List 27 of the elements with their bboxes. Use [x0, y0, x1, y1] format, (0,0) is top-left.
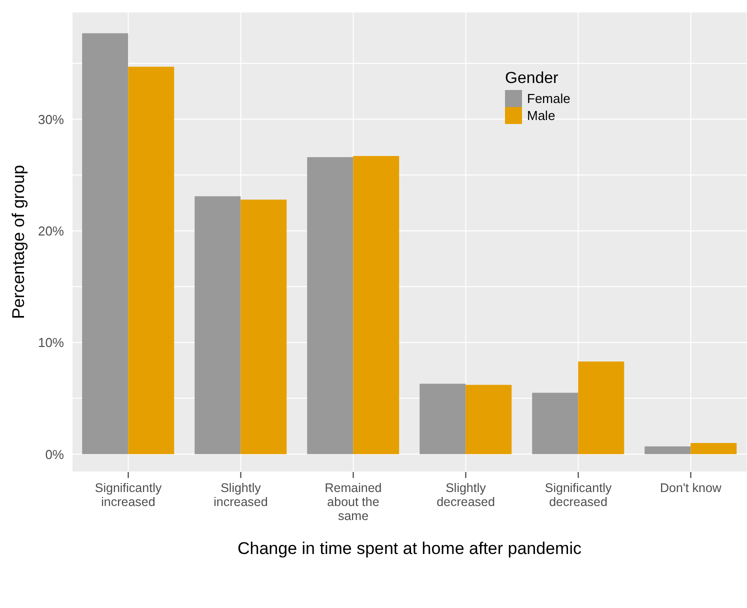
bar [128, 66, 174, 454]
bar [194, 196, 241, 454]
x-tick-label: Remained about the same [324, 481, 382, 523]
legend-label: Male [526, 107, 556, 124]
x-tick-label: Significantly increased [94, 481, 162, 509]
bar [532, 392, 578, 454]
bar [690, 442, 737, 454]
bar [353, 156, 400, 454]
x-tick-label: Significantly decreased [544, 481, 612, 509]
bar [578, 361, 624, 454]
y-tick-label: 20% [38, 223, 64, 238]
bar [307, 157, 354, 454]
x-axis-title: Change in time spent at home after pandemic [238, 539, 582, 558]
y-tick-label: 0% [45, 446, 64, 462]
bar [240, 200, 287, 454]
x-tick-label: Slightly increased [214, 481, 268, 509]
bar [82, 33, 128, 454]
y-tick-label: 10% [38, 335, 64, 350]
x-tick-label: Slightly decreased [436, 481, 495, 509]
bar [466, 384, 512, 454]
bar [644, 446, 691, 454]
y-axis-title: Percentage of group [9, 164, 28, 320]
x-tick-label: Don't know [660, 481, 722, 495]
bar [420, 384, 466, 454]
y-tick-label: 30% [38, 112, 64, 127]
legend-label: Female [526, 90, 570, 107]
legend-title: Gender [505, 70, 560, 88]
